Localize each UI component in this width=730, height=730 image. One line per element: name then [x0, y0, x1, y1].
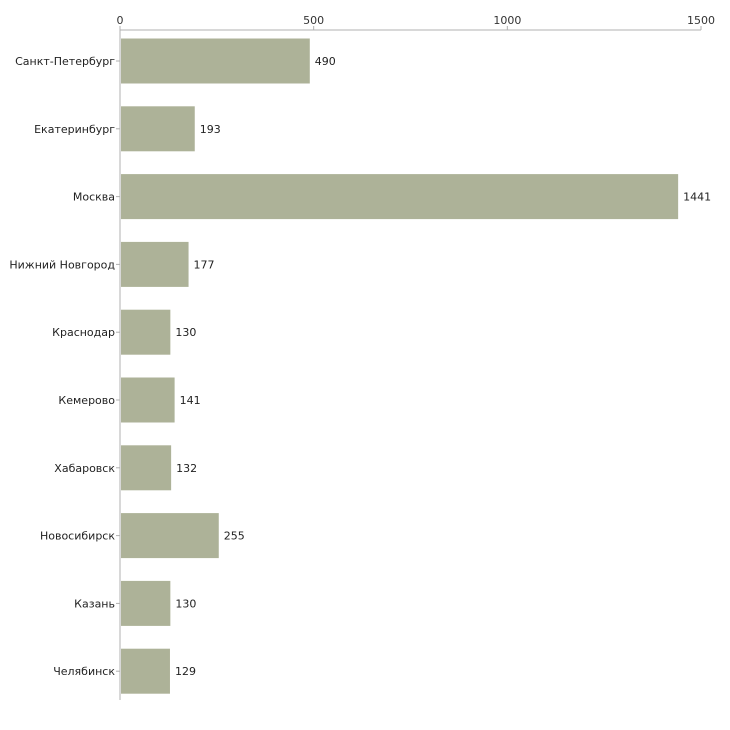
bar [121, 174, 679, 220]
x-tick-label: 1000 [493, 14, 521, 27]
category-label: Казань [74, 597, 115, 610]
bar [121, 106, 195, 152]
category-label: Екатеринбург [34, 123, 115, 136]
bar [121, 377, 175, 423]
data-label: 130 [175, 597, 196, 610]
bar [121, 648, 170, 694]
axis-layer: 0 500 1000 1500 [116, 14, 715, 700]
category-label: Новосибирск [40, 530, 115, 543]
bar [121, 580, 171, 626]
category-label: Санкт-Петербург [15, 55, 115, 68]
category-label: Кемерово [58, 394, 115, 407]
category-label: Москва [73, 191, 115, 204]
bar [121, 241, 189, 287]
x-tick-label: 500 [303, 14, 324, 27]
bar [121, 513, 219, 559]
x-tick-label: 1500 [687, 14, 715, 27]
data-label: 255 [224, 530, 245, 543]
bar [121, 309, 171, 355]
x-tick-label: 0 [117, 14, 124, 27]
data-label: 177 [194, 258, 215, 271]
bars-layer [121, 38, 679, 694]
data-label: 1441 [683, 191, 711, 204]
data-label: 141 [180, 394, 201, 407]
bar [121, 38, 310, 84]
bar [121, 445, 172, 491]
data-label: 132 [176, 462, 197, 475]
data-label: 193 [200, 123, 221, 136]
category-label: Хабаровск [54, 462, 115, 475]
category-label: Челябинск [53, 665, 115, 678]
data-label: 490 [315, 55, 336, 68]
category-label: Нижний Новгород [9, 258, 115, 271]
data-label: 130 [175, 326, 196, 339]
data-label: 129 [175, 665, 196, 678]
labels-layer: Санкт-Петербург 490 Екатеринбург 193 Москва 1… [9, 55, 711, 678]
category-label: Краснодар [52, 326, 115, 339]
